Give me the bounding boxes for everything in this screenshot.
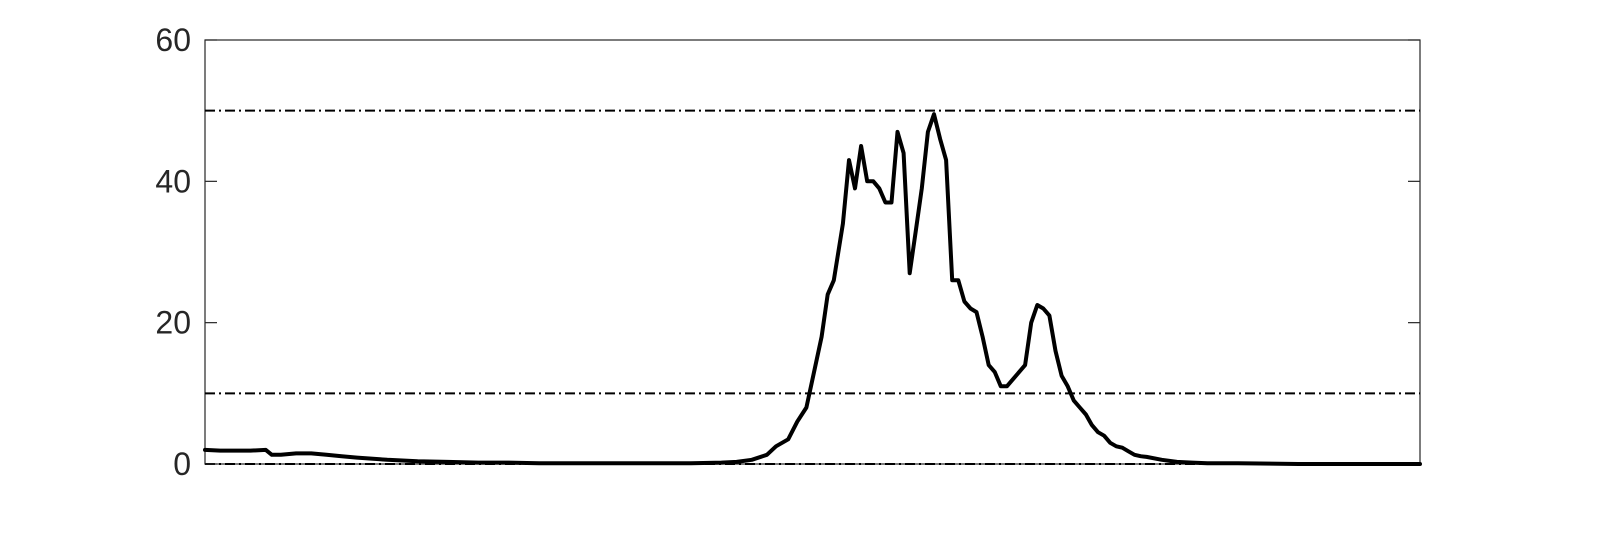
reference-lines — [205, 109, 1420, 465]
y-tick-label-60: 60 — [155, 22, 191, 58]
y-tick-label-40: 40 — [155, 163, 191, 199]
y-tick-label-0: 0 — [173, 446, 191, 482]
series-layer — [203, 112, 1422, 466]
y-axis-tick-labels: 0 20 40 60 — [155, 22, 191, 482]
series-line-0 — [203, 112, 1422, 466]
plot-area — [204, 39, 1421, 465]
y-tick-label-20: 20 — [155, 305, 191, 341]
